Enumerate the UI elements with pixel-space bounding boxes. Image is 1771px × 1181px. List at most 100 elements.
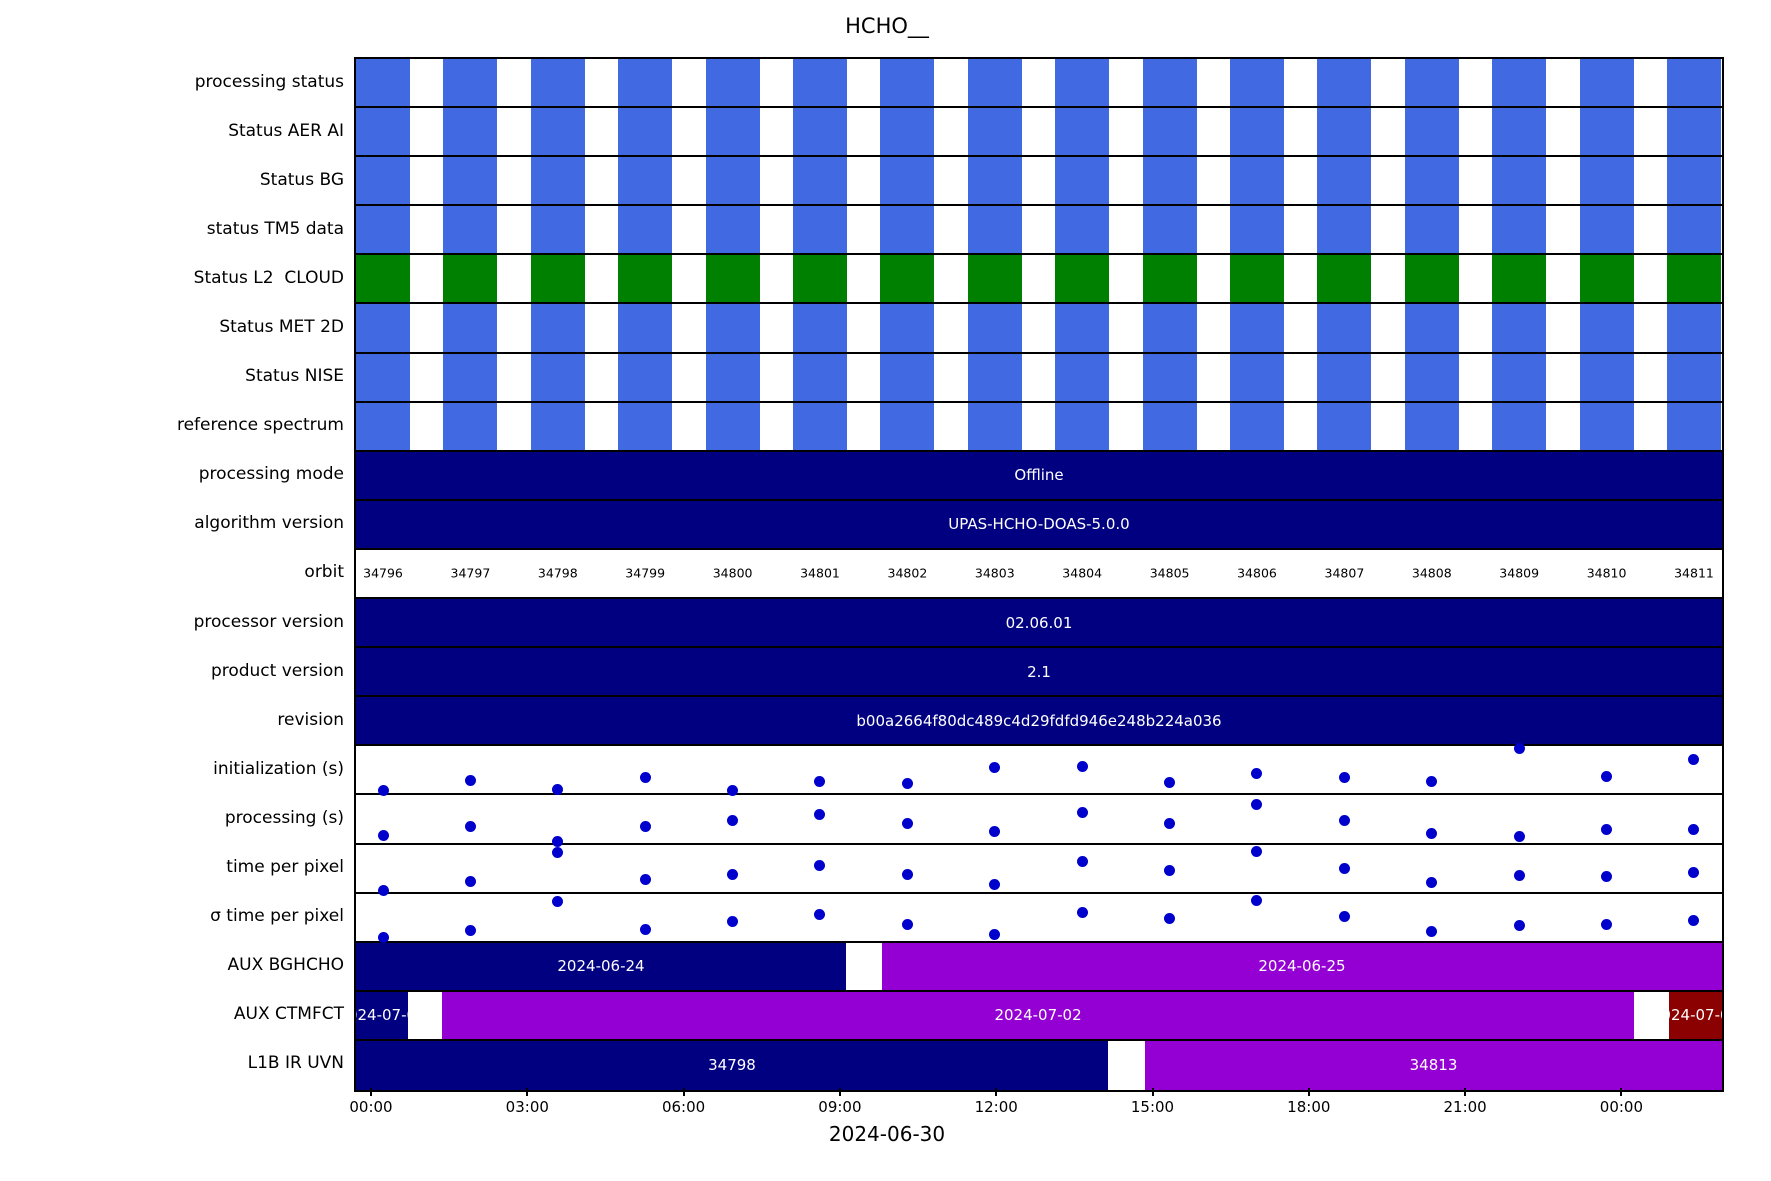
status-bar	[705, 402, 760, 450]
row-l1b-ir-uvn: 34798 34813	[356, 1040, 1722, 1090]
status-bar	[356, 255, 410, 303]
chart-title: HCHO__	[845, 14, 929, 38]
status-bar	[1404, 353, 1459, 401]
status-bar	[1317, 108, 1372, 156]
row-reference-spectrum	[356, 402, 1722, 452]
scatter-dot	[639, 820, 651, 832]
scatter-dot	[1601, 870, 1613, 882]
row-fill-algorithm-version: UPAS-HCHO-DOAS-5.0.0	[356, 500, 1722, 548]
status-bar	[967, 157, 1022, 205]
scatter-dot	[727, 916, 739, 928]
status-bar	[792, 108, 847, 156]
status-bar	[530, 59, 585, 107]
row-time-per-pixel	[356, 894, 1722, 944]
row-time-per-pixel	[356, 845, 1722, 896]
status-bar	[1666, 108, 1721, 156]
scatter-dot	[464, 924, 476, 936]
status-bar	[356, 353, 410, 401]
scatter-dot	[1251, 798, 1263, 810]
scatter-dot	[1601, 823, 1613, 835]
scatter-dot	[901, 777, 913, 789]
status-bar	[705, 206, 760, 254]
status-bar	[1579, 402, 1634, 450]
x-tick-mark	[1307, 1088, 1310, 1096]
status-bar	[880, 59, 935, 107]
scatter-dot	[552, 784, 564, 796]
status-bar	[443, 206, 498, 254]
scatter-dot	[1076, 856, 1088, 868]
scatter-dot	[1513, 831, 1525, 843]
scatter-dot	[1164, 818, 1176, 830]
status-bar	[1666, 402, 1721, 450]
status-bar	[1317, 304, 1372, 352]
row-status-bg	[356, 157, 1722, 207]
row-fill-processor-version: 02.06.01	[356, 599, 1722, 647]
plot-area: Offline UPAS-HCHO-DOAS-5.0.0 34796 34797 347…	[354, 57, 1724, 1092]
scatter-dot	[1076, 906, 1088, 918]
status-bar	[967, 108, 1022, 156]
x-tick-label: 18:00	[1287, 1098, 1331, 1116]
status-bar	[1142, 157, 1197, 205]
status-bar	[1055, 59, 1110, 107]
orbit-number: 34805	[1149, 565, 1190, 581]
scatter-dot	[1076, 807, 1088, 819]
x-tick-mark	[526, 1088, 529, 1096]
scatter-dot	[552, 836, 564, 848]
orbit-number: 34800	[712, 565, 753, 581]
orbit-number: 34797	[450, 565, 491, 581]
orbit-number: 34809	[1499, 565, 1540, 581]
status-bar	[1142, 59, 1197, 107]
status-bar	[792, 304, 847, 352]
x-tick-label: 00:00	[349, 1098, 393, 1116]
status-bar	[1229, 402, 1284, 450]
x-tick-label: 00:00	[1599, 1098, 1644, 1116]
status-bar	[1492, 255, 1547, 303]
status-bar	[1492, 108, 1547, 156]
status-bar	[618, 402, 673, 450]
status-bar	[618, 157, 673, 205]
status-bar	[1142, 304, 1197, 352]
row-product-version: 2.1	[356, 648, 1722, 698]
status-bar	[1229, 255, 1284, 303]
scatter-dot	[989, 879, 1001, 891]
status-bar	[1492, 157, 1547, 205]
status-bar	[792, 59, 847, 107]
status-bar	[880, 255, 935, 303]
scatter-dot	[552, 895, 564, 907]
scatter-dot	[901, 817, 913, 829]
status-bar	[1404, 157, 1459, 205]
orbit-number: 34806	[1237, 565, 1277, 581]
row-aux-bghcho: 2024-06-24 2024-06-25	[356, 942, 1722, 992]
scatter-dot	[814, 909, 826, 921]
orbit-number: 34808	[1411, 565, 1452, 581]
segment-label: 2024-06-25	[1258, 957, 1346, 976]
status-bar	[1404, 59, 1459, 107]
scatter-dot	[1164, 913, 1176, 925]
row-fill-processing-mode: Offline	[356, 451, 1722, 499]
status-bar	[530, 157, 585, 205]
row-status-aer-ai	[356, 108, 1722, 158]
status-bar	[618, 353, 673, 401]
row-algorithm-version: UPAS-HCHO-DOAS-5.0.0	[356, 500, 1722, 550]
row-status-met-2d	[356, 304, 1722, 354]
row-label-status-met-2d: Status MET 2D	[219, 317, 344, 338]
status-bar	[880, 206, 935, 254]
row-aux-ctmfct: 2024-07-01 2024-07-02 2024-07-03	[356, 991, 1722, 1041]
status-bar	[530, 255, 585, 303]
status-bar	[880, 353, 935, 401]
row-label-revision: revision	[277, 709, 344, 730]
timeline-segment	[356, 1040, 1108, 1090]
status-bar	[1666, 353, 1721, 401]
scatter-dot	[1338, 814, 1350, 826]
status-bar	[618, 59, 673, 107]
scatter-dot	[464, 821, 476, 833]
row-label-orbit: orbit	[304, 562, 344, 583]
orbit-number: 34811	[1674, 565, 1714, 581]
row-processing-status	[356, 59, 1722, 109]
row-status-l2-cloud	[356, 255, 1722, 305]
segment-label: 2024-07-02	[994, 1006, 1082, 1025]
scatter-dot	[814, 809, 826, 821]
scatter-dot	[1688, 915, 1700, 927]
x-tick-mark	[838, 1088, 841, 1096]
row-initialization-s	[356, 743, 1722, 797]
